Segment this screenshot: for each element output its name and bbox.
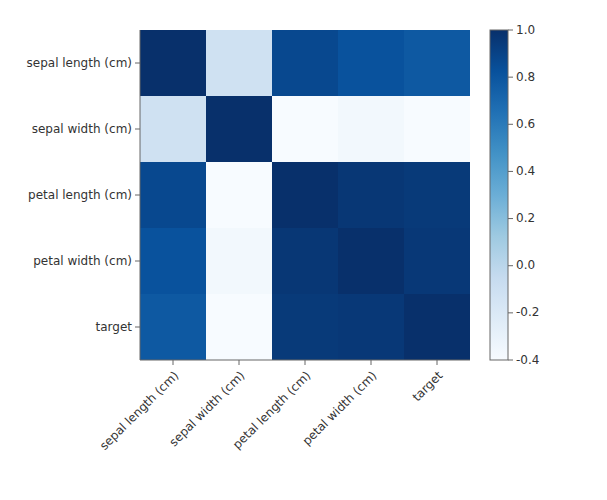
- x-tick: [305, 360, 306, 365]
- y-tick-label: target: [96, 320, 133, 334]
- y-tick: [135, 327, 140, 328]
- colorbar: [490, 30, 508, 360]
- heatmap-cell: [206, 294, 272, 360]
- colorbar-tick-label: -0.4: [516, 353, 539, 367]
- y-tick-label: petal width (cm): [33, 254, 132, 268]
- heatmap-cell: [140, 30, 206, 96]
- heatmap-cell: [140, 228, 206, 294]
- y-tick-label: sepal width (cm): [32, 122, 132, 136]
- heatmap-cell: [206, 96, 272, 162]
- heatmap-cell: [404, 162, 470, 228]
- x-tick-label: petal width (cm): [300, 368, 380, 448]
- heatmap-cell: [272, 228, 338, 294]
- colorbar-tick: [508, 30, 513, 31]
- heatmap-cells: [140, 30, 470, 360]
- colorbar-tick: [508, 218, 513, 219]
- heatmap-cell: [272, 30, 338, 96]
- heatmap-cell: [404, 30, 470, 96]
- colorbar-tick: [508, 171, 513, 172]
- colorbar-tick: [508, 265, 513, 266]
- heatmap-cell: [140, 294, 206, 360]
- colorbar-tick-label: 0.8: [516, 70, 535, 84]
- heatmap-cell: [272, 96, 338, 162]
- colorbar-tick: [508, 360, 513, 361]
- colorbar-tick: [508, 77, 513, 78]
- colorbar-tick-label: -0.2: [516, 305, 539, 319]
- heatmap-cell: [140, 162, 206, 228]
- heatmap-cell: [272, 294, 338, 360]
- colorbar-tick-label: 0.0: [516, 258, 535, 272]
- x-tick: [437, 360, 438, 365]
- x-tick: [371, 360, 372, 365]
- heatmap-cell: [206, 162, 272, 228]
- chart-svg: sepal length (cm)sepal length (cm)sepal …: [0, 0, 607, 500]
- heatmap-cell: [272, 162, 338, 228]
- y-tick: [135, 129, 140, 130]
- x-tick-label: target: [410, 368, 446, 404]
- x-tick: [239, 360, 240, 365]
- heatmap-cell: [338, 96, 404, 162]
- colorbar-tick: [508, 124, 513, 125]
- heatmap-cell: [206, 30, 272, 96]
- heatmap-cell: [206, 228, 272, 294]
- heatmap-cell: [338, 30, 404, 96]
- heatmap-cell: [404, 294, 470, 360]
- y-tick-label: sepal length (cm): [27, 56, 132, 70]
- y-tick: [135, 261, 140, 262]
- heatmap-cell: [404, 96, 470, 162]
- y-tick: [135, 63, 140, 64]
- heatmap-cell: [140, 96, 206, 162]
- heatmap-cell: [338, 162, 404, 228]
- x-tick: [173, 360, 174, 365]
- chart-container: sepal length (cm)sepal length (cm)sepal …: [0, 0, 607, 500]
- heatmap-cell: [404, 228, 470, 294]
- colorbar-tick-label: 1.0: [516, 23, 535, 37]
- colorbar-tick-label: 0.6: [516, 117, 535, 131]
- y-tick: [135, 195, 140, 196]
- heatmap-cell: [338, 294, 404, 360]
- colorbar-tick: [508, 312, 513, 313]
- colorbar-tick-label: 0.4: [516, 164, 535, 178]
- y-tick-label: petal length (cm): [28, 188, 132, 202]
- heatmap-cell: [338, 228, 404, 294]
- colorbar-tick-label: 0.2: [516, 211, 535, 225]
